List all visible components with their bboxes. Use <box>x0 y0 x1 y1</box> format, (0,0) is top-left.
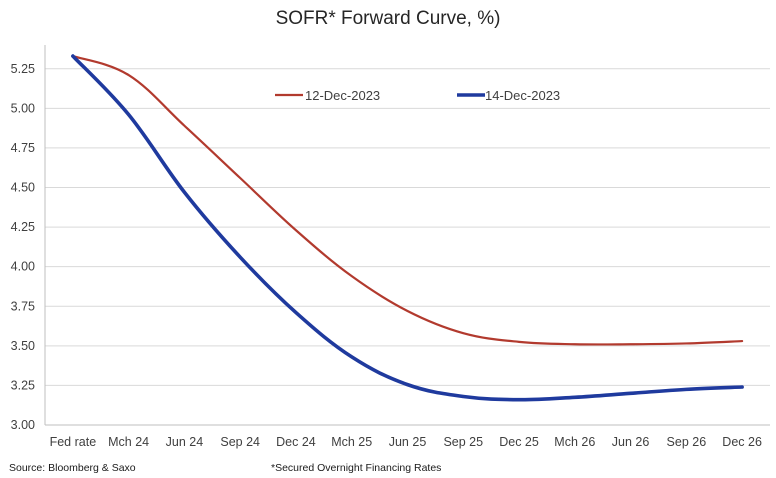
series-lines <box>71 54 744 402</box>
axes <box>44 45 770 426</box>
x-tick-label: Dec 24 <box>276 435 316 449</box>
x-tick-label: Jun 24 <box>166 435 204 449</box>
grid-lines <box>45 68 770 386</box>
legend: 12-Dec-2023 14-Dec-2023 <box>275 88 560 103</box>
y-tick-label: 3.25 <box>11 378 35 392</box>
y-tick-label: 4.75 <box>11 141 35 155</box>
x-tick-label: Dec 25 <box>499 435 539 449</box>
y-tick-labels: 3.00 3.25 3.50 3.75 4.00 4.25 4.50 4.75 5.00 5.25 <box>11 62 35 432</box>
x-tick-label: Sep 24 <box>220 435 260 449</box>
y-tick-label: 3.50 <box>11 339 35 353</box>
y-tick-label: 3.00 <box>11 418 35 432</box>
x-tick-label: Dec 26 <box>722 435 762 449</box>
x-tick-label: Sep 26 <box>667 435 707 449</box>
y-tick-label: 4.25 <box>11 220 35 234</box>
source-note: Source: Bloomberg & Saxo <box>9 462 136 474</box>
x-tick-label: Mch 25 <box>331 435 372 449</box>
x-tick-label: Fed rate <box>50 435 97 449</box>
x-tick-label: Mch 24 <box>108 435 149 449</box>
y-tick-label: 4.00 <box>11 260 35 274</box>
y-tick-label: 5.00 <box>11 101 35 115</box>
series-line-12-dec-2023 <box>71 54 744 346</box>
y-tick-label: 3.75 <box>11 299 35 313</box>
series-line-14-dec-2023 <box>71 54 744 402</box>
x-tick-label: Jun 26 <box>612 435 650 449</box>
y-tick-label: 5.25 <box>11 62 35 76</box>
legend-label-14-dec-2023: 14-Dec-2023 <box>485 88 560 103</box>
x-tick-labels: Fed rate Mch 24 Jun 24 Sep 24 Dec 24 Mch 25 Ju… <box>50 435 762 449</box>
x-tick-label: Jun 25 <box>389 435 427 449</box>
x-tick-label: Mch 26 <box>554 435 595 449</box>
y-tick-label: 4.50 <box>11 181 35 195</box>
chart-title: SOFR* Forward Curve, %) <box>275 8 501 29</box>
legend-label-12-dec-2023: 12-Dec-2023 <box>305 88 380 103</box>
footnote: *Secured Overnight Financing Rates <box>271 462 442 474</box>
x-tick-label: Sep 25 <box>443 435 483 449</box>
